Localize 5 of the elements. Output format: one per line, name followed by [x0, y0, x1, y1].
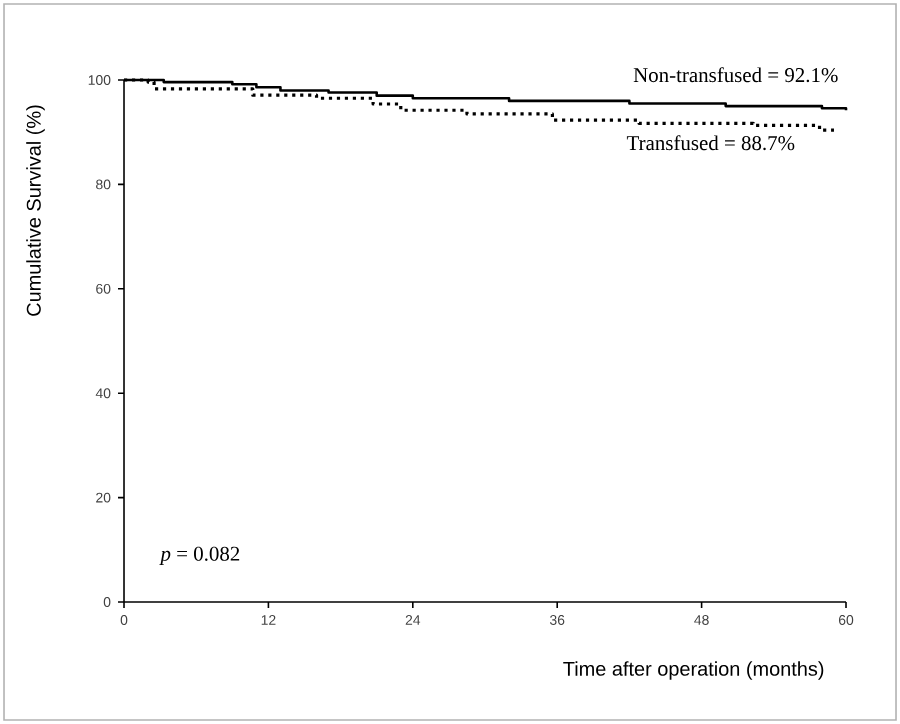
- annotation: Non-transfused = 92.1%: [633, 67, 838, 83]
- annotation: p = 0.082: [159, 546, 240, 566]
- y-axis-title: Cumulative Survival (%): [26, 105, 45, 316]
- x-axis-title: Time after operation (months): [563, 661, 824, 680]
- annotation: Transfused = 88.7%: [626, 135, 795, 151]
